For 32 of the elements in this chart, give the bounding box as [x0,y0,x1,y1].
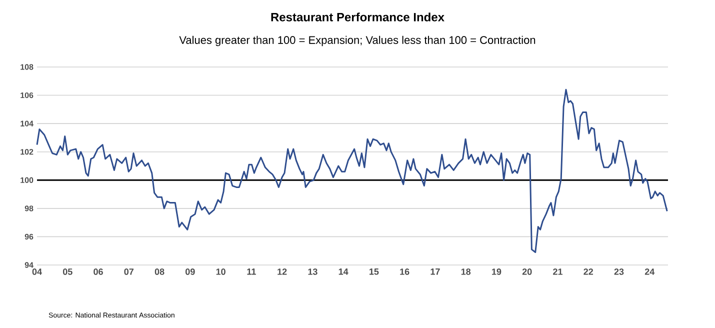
x-tick-label: 08 [154,268,164,275]
x-tick-label: 09 [186,268,195,275]
x-tick-label: 05 [62,268,72,275]
y-tick-label: 104 [20,120,34,126]
line-series [36,88,668,254]
x-tick-label: 12 [278,268,287,275]
x-tick-label: 13 [308,268,318,275]
y-tick-label: 94 [24,262,34,268]
x-tick-label: 10 [216,268,226,275]
x-tick-label: 06 [94,268,103,275]
y-tick-label: 100 [20,177,34,183]
y-tick-label: 102 [20,149,34,155]
x-tick-label: 23 [614,268,624,275]
x-tick-label: 07 [124,268,134,275]
x-tick-label: 17 [430,268,440,275]
x-tick-label: 19 [492,268,502,275]
chart-title: Restaurant Performance Index [271,12,444,22]
x-tick-label: 22 [584,268,593,275]
x-tick-label: 16 [400,268,410,275]
x-tick-label: 04 [32,268,42,275]
x-tick-label: 21 [553,268,562,275]
y-tick-label: 108 [20,64,34,70]
x-tick-label: 24 [644,268,655,275]
x-tick-label: 14 [338,268,348,275]
chart-subtitle: Values greater than 100 = Expansion; Values less than 100 = Contraction [179,36,536,46]
x-tick-label: 18 [461,268,471,275]
y-tick-label: 96 [24,234,34,240]
x-tick-label: 15 [370,268,379,275]
x-tick-label: 20 [522,268,532,275]
y-tick-label: 106 [20,92,34,98]
x-tick-label: 11 [247,268,256,275]
y-tick-label: 98 [24,206,34,212]
